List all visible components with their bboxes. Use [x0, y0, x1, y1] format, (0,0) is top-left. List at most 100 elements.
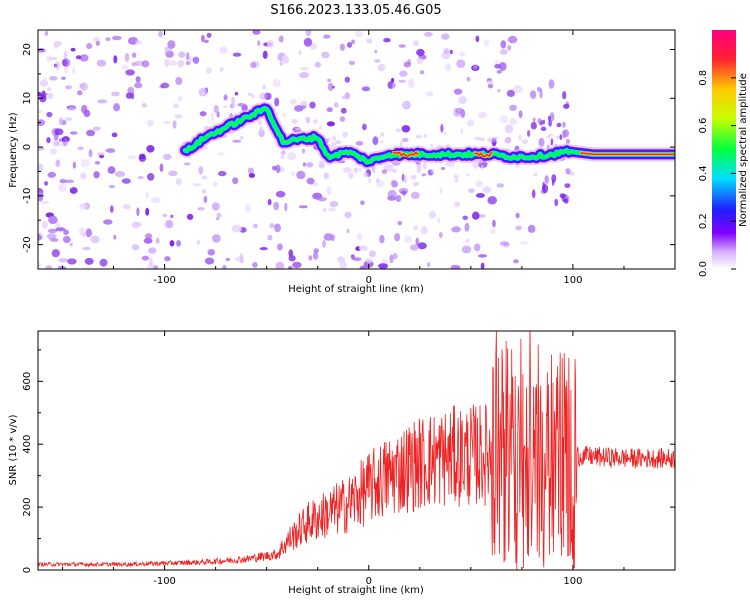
spectrogram-noise-cell: [288, 255, 296, 262]
spectrogram-noise-cell: [383, 38, 391, 43]
spectrogram-noise-cell: [562, 129, 567, 139]
spectrogram-noise-cell: [356, 232, 363, 241]
spectrogram-noise-cell: [146, 145, 155, 153]
spectrogram-noise-cell: [95, 40, 101, 46]
spectrogram-noise-cell: [288, 249, 294, 257]
spectrogram-noise-cell: [380, 132, 385, 137]
spectrogram-noise-cell: [352, 257, 362, 262]
spectrogram-noise-cell: [565, 138, 571, 144]
spectrogram-noise-cell: [61, 58, 71, 67]
snr-ytick-label: 200: [22, 498, 33, 517]
spectrogram-noise-cell: [445, 63, 452, 71]
spectrogram-noise-cell: [275, 190, 286, 198]
spectrogram-noise-cell: [183, 162, 191, 166]
spectrogram-noise-cell: [416, 48, 425, 57]
spectrogram-noise-cell: [176, 240, 181, 247]
spectrogram-noise-cell: [376, 177, 380, 184]
spectrogram-noise-cell: [131, 244, 140, 251]
spectrogram-noise-cell: [125, 69, 135, 76]
spectrogram-noise-cell: [513, 85, 523, 94]
spectrogram-noise-cell: [398, 187, 409, 194]
spectrogram-noise-cell: [322, 239, 326, 248]
spectrogram-noise-cell: [259, 126, 263, 132]
spectrogram-noise-cell: [466, 77, 471, 82]
spectrogram-noise-cell: [377, 63, 386, 72]
spectrogram-noise-cell: [453, 174, 459, 179]
spectrogram-noise-cell: [175, 178, 182, 186]
spectrogram-noise-cell: [64, 179, 75, 184]
spectrogram-noise-cell: [323, 233, 334, 241]
spectrogram-noise-cell: [175, 77, 183, 85]
spectrogram-noise-cell: [43, 76, 47, 84]
spectrogram-noise-cell: [455, 107, 464, 114]
spectrogram-noise-cell: [136, 207, 140, 217]
spectrogram-noise-cell: [253, 223, 258, 229]
spectrogram-noise-cell: [88, 149, 93, 158]
spectrogram-noise-cell: [163, 121, 171, 124]
spectrogram-noise-cell: [378, 263, 389, 269]
spectrogram-noise-cell: [75, 55, 82, 60]
spectrogram-noise-cell: [281, 55, 290, 64]
spectrogram-noise-cell: [509, 104, 517, 111]
spectrogram-noise-cell: [458, 96, 467, 105]
spectrogram-noise-cell: [252, 30, 261, 35]
spectrogram-noise-cell: [298, 205, 308, 209]
spectrogram-noise-cell: [47, 87, 52, 91]
spectrogram-noise-cell: [355, 141, 364, 146]
spectrogram-noise-cell: [360, 200, 365, 206]
spectrogram-noise-cell: [312, 251, 319, 260]
spectrogram-noise-cell: [291, 118, 298, 124]
spectrogram-noise-cell: [556, 122, 562, 128]
spectrogram-noise-cell: [361, 86, 370, 92]
spectrogram-noise-cell: [403, 175, 407, 180]
spectrogram-noise-cell: [258, 120, 262, 126]
spectrogram-noise-cell: [340, 107, 347, 114]
spectrogram-noise-cell: [148, 247, 157, 254]
spectrogram-noise-cell: [113, 103, 121, 112]
spectrogram-noise-cell: [103, 219, 113, 225]
spectrogram-ridge-peak: [392, 151, 419, 157]
spectrogram-noise-cell: [92, 37, 100, 42]
spectrogram-noise-cell: [217, 170, 227, 177]
spectrogram-noise-cell: [506, 89, 515, 97]
spectrogram-noise-cell: [105, 148, 116, 153]
spectrogram-noise-cell: [159, 163, 164, 172]
spectrogram-noise-cell: [461, 245, 472, 254]
spectrogram-noise-cell: [167, 40, 176, 49]
spectrogram-noise-cell: [212, 202, 220, 211]
spectrogram-noise-cell: [368, 178, 372, 184]
spectrogram-noise-cell: [38, 110, 43, 114]
spectrogram-noise-cell: [138, 154, 147, 162]
spectrogram-noise-cell: [232, 177, 239, 185]
spectrogram-noise-cell: [96, 152, 105, 156]
spectrogram-noise-cell: [538, 137, 545, 147]
spectrogram-noise-cell: [121, 178, 131, 184]
spectrogram-noise-cell: [257, 40, 261, 47]
colorbar-ticks: 0.0 0.2 0.4 0.6 0.8: [698, 70, 736, 277]
spectrogram-noise-cell: [309, 101, 316, 109]
spectrogram-noise-cell: [342, 167, 352, 173]
spectrogram-ytick-label: 0: [22, 144, 33, 150]
spectrogram-noise-cell: [450, 264, 461, 269]
spectrogram-noise-cell: [178, 51, 186, 58]
spectrogram-noise-cell: [169, 240, 175, 247]
snr-ylabel: SNR (10 * v/v): [8, 414, 19, 485]
spectrogram-noise-cell: [365, 257, 373, 264]
spectrogram-noise-cell: [83, 109, 91, 118]
spectrogram-noise-cell: [306, 116, 311, 124]
spectrogram-noise-cell: [323, 34, 331, 39]
spectrogram-noise-cell: [186, 213, 194, 220]
spectrogram-noise-cell: [143, 237, 153, 244]
spectrogram-noise-cell: [559, 193, 565, 199]
spectrogram-noise-cell: [45, 265, 53, 269]
spectrogram-noise-cell: [48, 215, 58, 225]
spectrogram-noise-cell: [327, 138, 331, 142]
spectrogram-noise-cell: [77, 90, 83, 96]
spectrogram-noise-cell: [387, 81, 396, 89]
spectrogram-noise-cell: [178, 95, 183, 102]
spectrogram-noise-cell: [53, 40, 62, 47]
spectrogram-noise-cell: [267, 234, 273, 241]
spectrogram-ytick-label: -20: [22, 236, 33, 252]
spectrogram-noise-cell: [427, 262, 431, 268]
colorbar-tick-label: 0.4: [698, 165, 709, 181]
